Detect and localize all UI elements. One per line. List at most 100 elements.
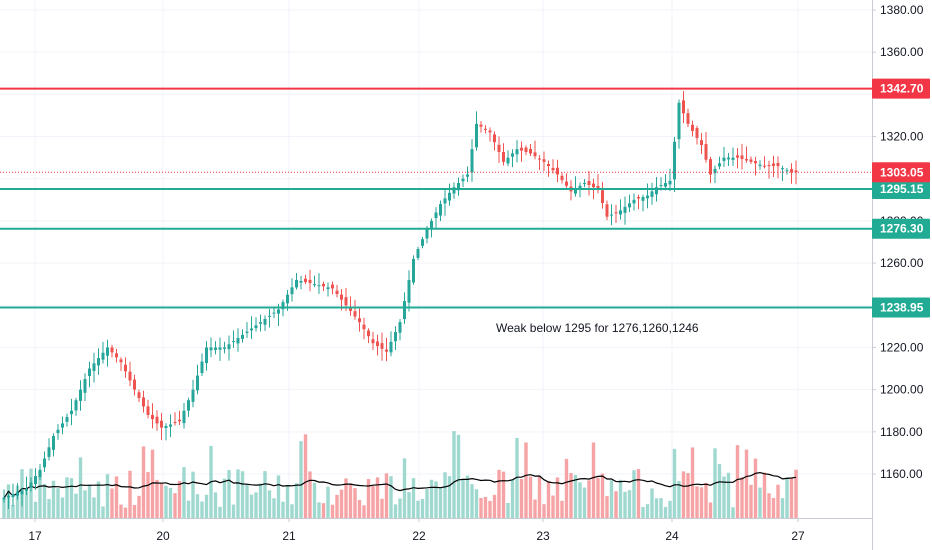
candle-body <box>547 164 550 167</box>
volume-bar <box>74 493 78 518</box>
volume-bar <box>87 484 92 518</box>
candle-body <box>416 249 420 258</box>
candle-body <box>619 210 622 215</box>
candle-body <box>565 181 568 186</box>
volume-bar <box>380 498 384 518</box>
candle-body <box>88 368 91 376</box>
volume-bar <box>591 442 596 518</box>
candle-body <box>205 347 208 364</box>
candle-body <box>137 392 141 399</box>
volume-bar <box>159 482 164 518</box>
candle-body <box>11 494 15 498</box>
candle-body <box>439 204 442 216</box>
volume-bar <box>240 471 245 518</box>
volume-bar <box>114 476 119 518</box>
candle-body <box>241 334 244 339</box>
volume-bar <box>690 447 695 518</box>
candle-body <box>110 347 114 353</box>
volume-bar <box>308 471 312 518</box>
candle-body <box>353 311 357 317</box>
volume-bar <box>195 494 200 518</box>
candle-body <box>664 182 667 187</box>
volume-bar <box>555 477 560 518</box>
candle-body <box>695 127 699 138</box>
candle-body <box>340 294 343 300</box>
candle-body <box>448 192 451 201</box>
candle-body <box>326 287 330 290</box>
time-tick-label: 22 <box>412 529 426 543</box>
time-axis: 17 20 21 22 23 24 27 <box>0 518 872 550</box>
volume-bar <box>258 483 263 518</box>
volume-bar <box>497 469 501 518</box>
volume-bar <box>776 484 780 518</box>
volume-bar <box>510 479 515 518</box>
candle-body <box>511 153 514 157</box>
candle-body <box>250 328 253 331</box>
volume-bar <box>708 502 713 518</box>
candle-body <box>83 379 87 393</box>
volume-bar <box>519 478 524 518</box>
volume-bar <box>650 488 654 518</box>
candle-body <box>493 134 496 143</box>
volume-bar <box>506 503 510 518</box>
candle-body <box>524 147 528 153</box>
candle-body <box>587 181 591 186</box>
volume-bar <box>663 506 668 518</box>
candle-body <box>785 170 789 172</box>
candle-body <box>317 285 321 287</box>
volume-bar <box>92 497 96 518</box>
candle-body <box>173 422 177 424</box>
volume-bar <box>384 473 389 518</box>
candle-body <box>497 144 501 153</box>
volume-bar <box>699 487 704 518</box>
candle-body <box>776 162 780 167</box>
time-tick-label: 20 <box>156 529 170 543</box>
candle-body <box>358 318 361 323</box>
volume-bar <box>326 486 330 518</box>
volume-bar <box>272 498 276 518</box>
volume-bar <box>164 485 168 518</box>
volume-bar <box>371 486 375 518</box>
volume-bar <box>641 507 645 518</box>
volume-bar <box>762 472 767 518</box>
volume-bar <box>672 448 677 518</box>
volume-bar <box>438 487 443 518</box>
candle-body <box>119 359 123 363</box>
candle-body <box>749 159 753 162</box>
volume-bar <box>461 479 465 518</box>
level-label-text: 1303.05 <box>880 165 924 179</box>
volume-bar <box>128 470 132 518</box>
volume-bar <box>285 485 290 518</box>
volume-bar <box>416 500 420 518</box>
price-tick-label: 1160.00 <box>880 467 923 481</box>
volume-bar <box>578 482 582 518</box>
volume-bar <box>33 501 38 518</box>
volume-bar <box>123 507 128 518</box>
candle-body <box>304 278 307 283</box>
volume-bar <box>15 485 20 518</box>
volume-bar <box>110 488 114 518</box>
volume-bar <box>717 463 722 518</box>
candle-body <box>578 185 582 190</box>
volume-bar <box>204 494 209 518</box>
volume-bar <box>614 491 618 518</box>
volume-bar <box>344 478 348 518</box>
candle-body <box>308 279 312 284</box>
level-label-text: 1238.95 <box>880 300 924 314</box>
volume-bar <box>222 478 227 518</box>
volume-bar <box>785 477 789 518</box>
chart-annotation: Weak below 1295 for 1276,1260,1246 <box>496 321 699 335</box>
volume-bar <box>168 487 173 518</box>
volume-bar <box>317 502 321 518</box>
candle-body <box>727 157 730 160</box>
level-label-bg <box>872 78 930 99</box>
candle-body <box>349 306 352 311</box>
volume-bar <box>231 504 236 518</box>
volume-bar <box>276 475 281 518</box>
volume-bar <box>434 481 438 518</box>
candle-body <box>74 400 78 411</box>
volume-bar <box>582 487 587 518</box>
volume-bar <box>609 480 614 518</box>
volume-bar <box>542 504 546 518</box>
